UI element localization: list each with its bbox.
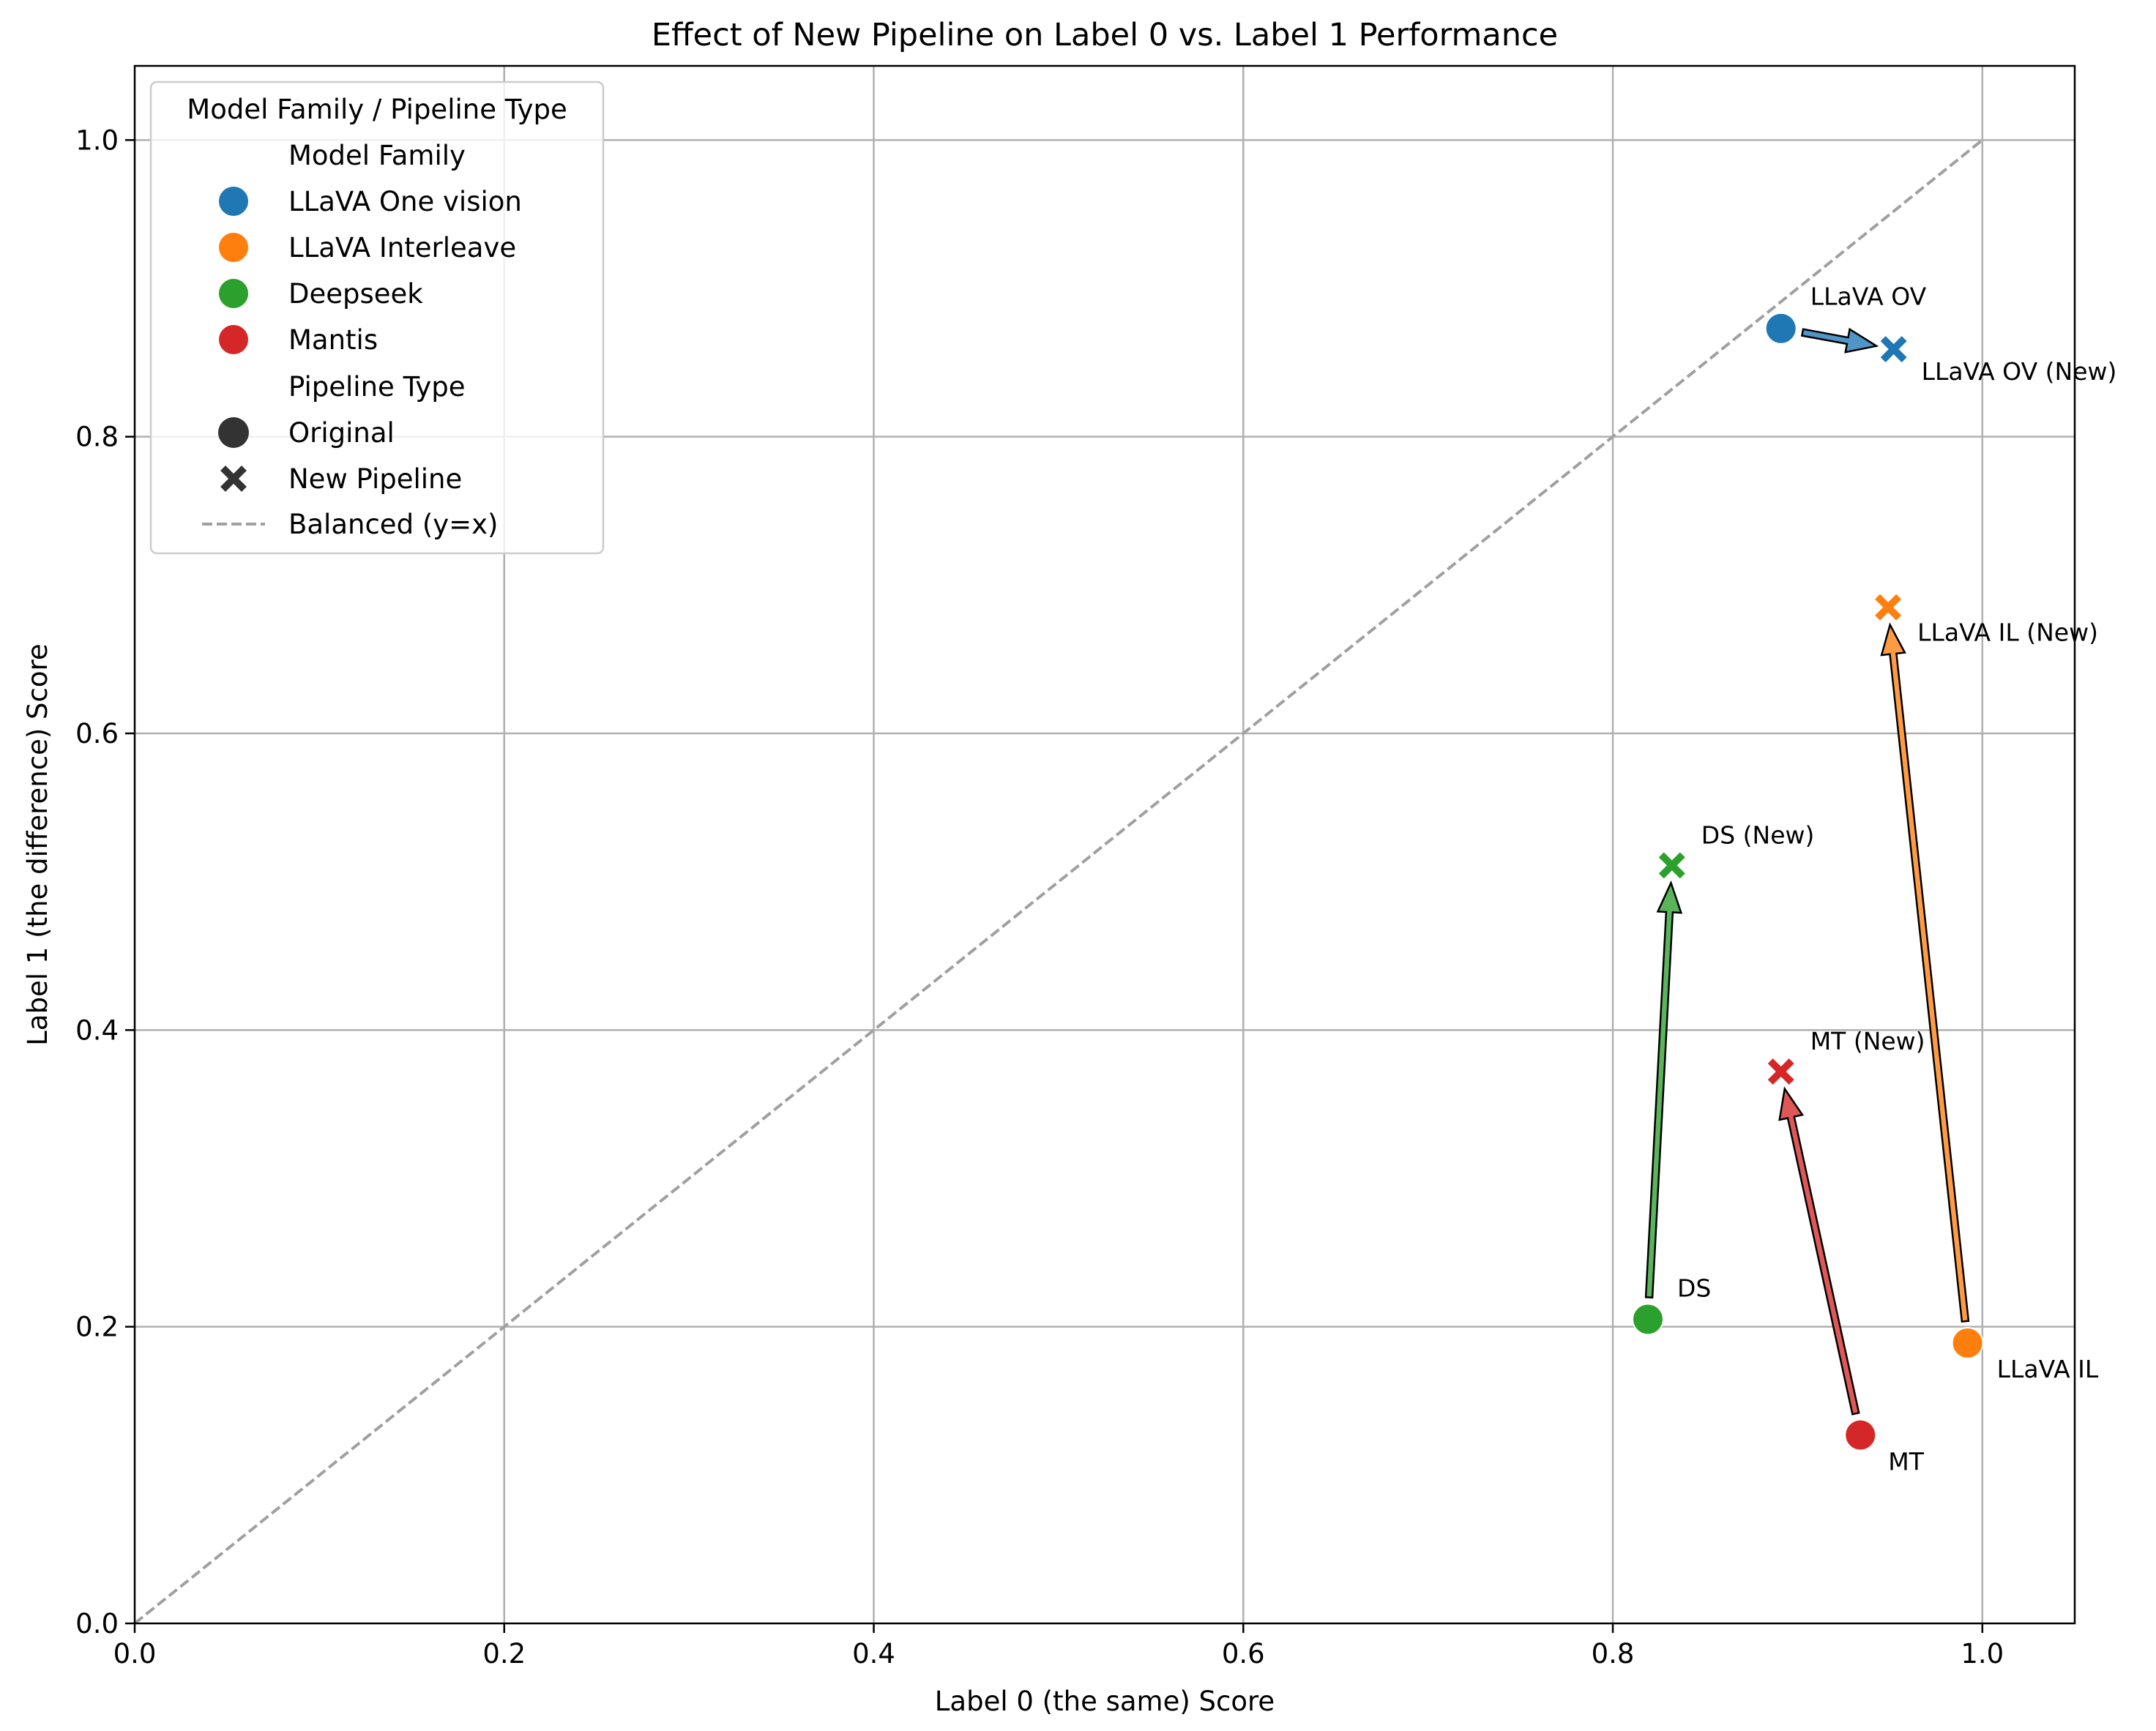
legend-family-rows: LLaVA One vision LLaVA Interleave Deepseek… xyxy=(217,185,522,356)
point-label: LLaVA OV (New) xyxy=(1922,357,2117,386)
x-tick-label: 0.4 xyxy=(852,1638,895,1670)
original-point xyxy=(1764,312,1797,345)
legend-family-label: Mantis xyxy=(288,324,378,356)
x-tick-label: 0.0 xyxy=(113,1638,157,1670)
plot-frame xyxy=(133,64,2076,1625)
x-tick-label: 0.8 xyxy=(1592,1638,1635,1670)
legend-marker-icon xyxy=(217,231,250,263)
point-label: MT (New) xyxy=(1810,1027,1925,1055)
point-label: LLaVA IL (New) xyxy=(1917,618,2098,647)
x-tick-label: 0.2 xyxy=(482,1638,526,1670)
point-label: DS xyxy=(1677,1274,1711,1303)
new-pipeline-point xyxy=(1766,1057,1796,1087)
legend-title: Model Family / Pipeline Type xyxy=(187,94,567,125)
legend-pipeline-label: New Pipeline xyxy=(288,463,462,495)
axis-ticks: 0.0 0.2 0.4 0.6 0.8 1.0 0.0 0.2 0.4 0.6 0.8 1.0 xyxy=(75,124,2004,1670)
legend-x-icon xyxy=(218,463,249,494)
legend: Model Family / Pipeline Type Model Famil… xyxy=(149,81,605,555)
y-axis-label: Label 1 (the difference) Score xyxy=(22,643,53,1045)
change-arrow xyxy=(1880,622,1970,1323)
point-label: MT xyxy=(1888,1448,1924,1476)
original-point xyxy=(1951,1326,1984,1359)
change-arrows xyxy=(1644,327,1970,1416)
legend-family-label: Deepseek xyxy=(288,278,423,310)
legend-marker-icon xyxy=(217,324,250,356)
change-arrow xyxy=(1778,1086,1860,1416)
y-tick-label: 0.6 xyxy=(75,718,119,749)
y-tick-label: 0.4 xyxy=(75,1014,119,1046)
change-arrow xyxy=(1644,880,1683,1299)
data-points xyxy=(1632,312,1984,1451)
chart-title: Effect of New Pipeline on Label 0 vs. La… xyxy=(652,17,1558,53)
new-pipeline-point xyxy=(1657,850,1687,881)
original-point xyxy=(1844,1418,1877,1451)
change-arrow xyxy=(1800,327,1879,354)
new-pipeline-point xyxy=(1879,334,1909,364)
point-label: DS (New) xyxy=(1701,820,1815,849)
legend-circle-icon xyxy=(218,417,249,448)
legend-pipeline-label: Original xyxy=(288,417,395,449)
y-tick-label: 0.0 xyxy=(75,1608,119,1640)
legend-frame xyxy=(149,81,605,555)
x-tick-label: 1.0 xyxy=(1961,1638,2004,1670)
point-label: LLaVA IL xyxy=(1997,1355,2099,1383)
legend-marker-icon xyxy=(217,185,250,217)
legend-pipeline-header: Pipeline Type xyxy=(288,371,466,403)
x-axis-label: Label 0 (the same) Score xyxy=(935,1686,1275,1717)
x-tick-label: 0.6 xyxy=(1222,1638,1265,1670)
legend-marker-icon xyxy=(217,277,250,310)
y-tick-label: 0.8 xyxy=(75,422,119,453)
original-point xyxy=(1632,1303,1664,1336)
new-pipeline-point xyxy=(1873,592,1903,622)
y-tick-label: 1.0 xyxy=(75,124,119,156)
legend-family-label: LLaVA Interleave xyxy=(288,232,516,263)
point-labels: LLaVA OV LLaVA OV (New) LLaVA IL LLaVA IL (… xyxy=(1677,283,2116,1476)
point-label: LLaVA OV xyxy=(1810,283,1927,311)
legend-family-label: LLaVA One vision xyxy=(288,186,522,217)
y-tick-label: 0.2 xyxy=(75,1312,119,1343)
legend-family-header: Model Family xyxy=(288,140,466,171)
legend-pipeline-rows: Original New Pipeline xyxy=(218,417,462,495)
legend-reference-label: Balanced (y=x) xyxy=(288,509,498,540)
